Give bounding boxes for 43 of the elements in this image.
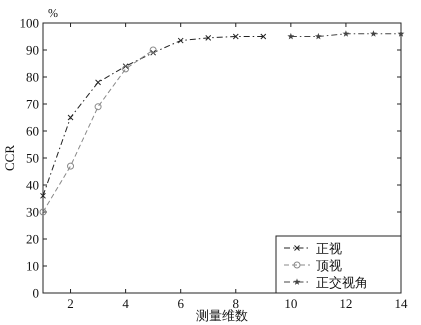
x-axis-title: 测量维数	[196, 308, 248, 323]
y-tick-label: 90	[26, 42, 39, 58]
point	[205, 34, 212, 41]
y-tick-label: 30	[26, 204, 39, 220]
point	[95, 79, 102, 86]
point	[94, 103, 102, 110]
y-axis-title: CCR	[2, 144, 17, 172]
x-tick-label: 8	[232, 296, 240, 311]
text: %	[48, 6, 58, 20]
y-tick-label: 80	[26, 70, 39, 84]
point	[40, 192, 46, 199]
legend-label: 顶视	[316, 258, 342, 273]
point	[40, 208, 46, 216]
point	[122, 65, 130, 72]
y-tick-label: 0	[32, 286, 39, 300]
legend-label: 正交视角	[316, 275, 368, 290]
point	[178, 38, 184, 44]
y-tick-label: 40	[26, 178, 39, 192]
point	[398, 30, 404, 37]
x-tick-label: 12	[339, 296, 352, 311]
point	[314, 32, 322, 40]
point	[122, 63, 129, 70]
x-tick-label: 6	[177, 296, 184, 311]
x-tick-label: 2	[67, 296, 74, 311]
point	[150, 46, 157, 54]
y-tick-label: 100	[20, 16, 39, 30]
point	[370, 30, 377, 37]
x-tick-label: 10	[284, 296, 298, 311]
x-tick-label: 14	[394, 296, 408, 311]
point	[232, 34, 239, 40]
point	[150, 50, 156, 56]
point	[68, 114, 74, 120]
legend-label: 正视	[316, 241, 342, 256]
y-tick-label: 60	[26, 124, 39, 138]
y-tick-label: 10	[26, 258, 39, 274]
point	[287, 32, 294, 40]
point	[67, 162, 74, 170]
y-tick-label: 50	[26, 150, 39, 166]
point	[342, 30, 350, 37]
y-tick-label: 20	[26, 232, 39, 246]
x-tick-label: 4	[122, 296, 130, 311]
point	[260, 34, 266, 40]
y-tick-label: 70	[26, 96, 39, 112]
